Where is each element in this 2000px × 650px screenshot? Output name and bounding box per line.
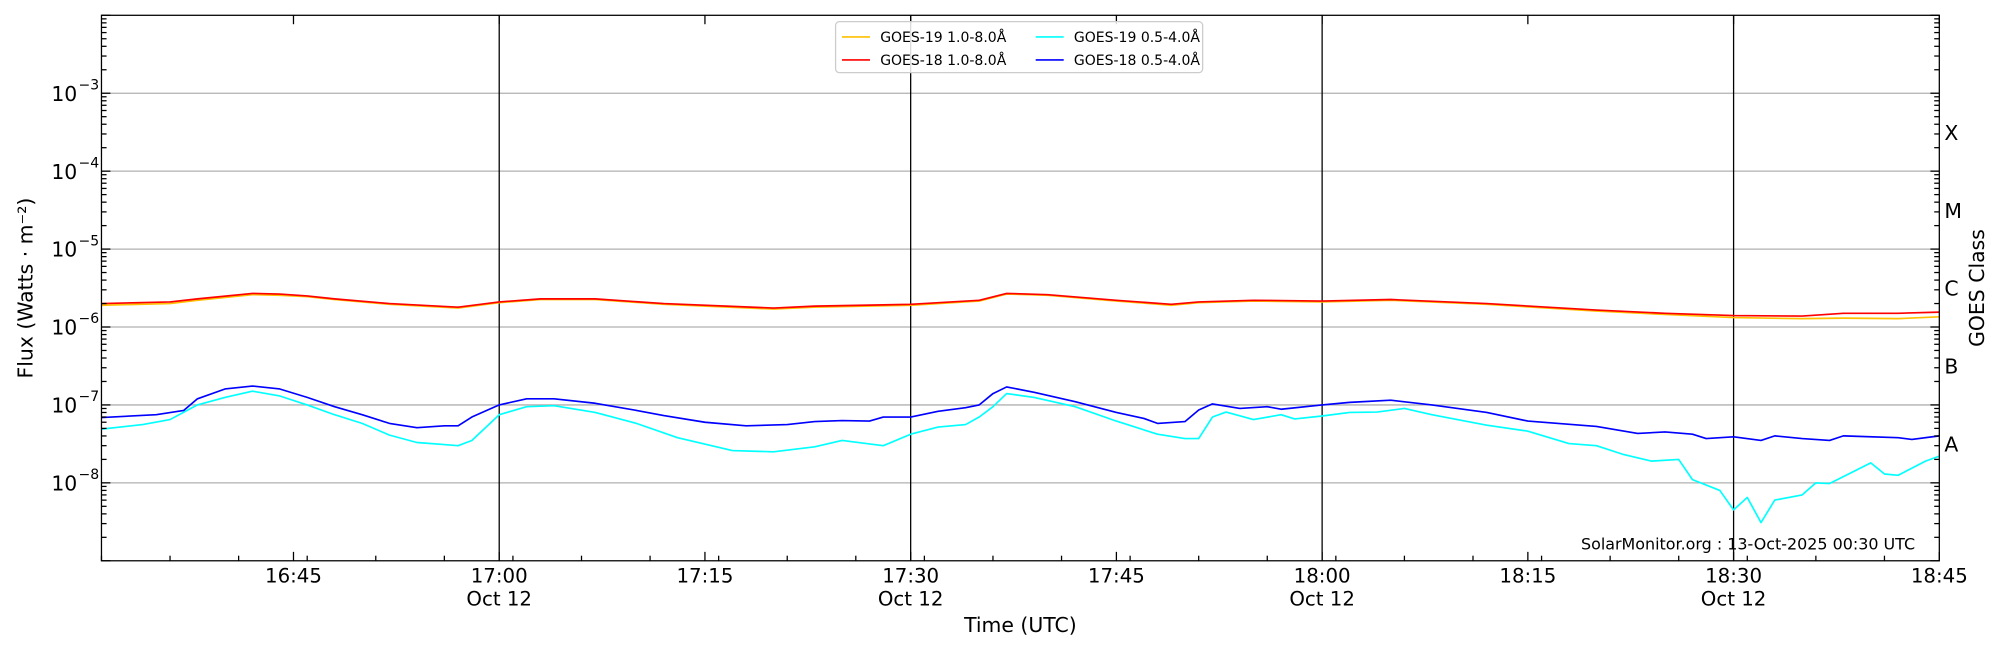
y-tick-label: 10 bbox=[51, 238, 77, 262]
y-tick-exponent: −4 bbox=[79, 155, 100, 171]
x-tick-label: 18:45 bbox=[1911, 564, 1968, 587]
y2-axis-label: GOES Class bbox=[1965, 229, 1989, 347]
legend-entry-label: GOES-18 1.0-8.0Å bbox=[880, 52, 1006, 69]
series-lines bbox=[101, 292, 1940, 524]
x-tick-label: 17:45 bbox=[1088, 564, 1145, 587]
y-axis-label: Flux (Watts · m⁻²) bbox=[14, 198, 38, 379]
y-axis-ticks: 10−310−410−510−610−710−8 bbox=[51, 14, 1940, 562]
x-tick-label: 18:30 bbox=[1705, 564, 1762, 587]
x-tick-date: Oct 12 bbox=[1701, 587, 1767, 610]
goes-class-label: B bbox=[1944, 355, 1958, 379]
legend-entry-label: GOES-19 1.0-8.0Å bbox=[880, 29, 1006, 46]
x-tick-label: 17:15 bbox=[676, 564, 733, 587]
y-tick-label: 10 bbox=[51, 160, 77, 184]
y-tick-exponent: −8 bbox=[79, 467, 100, 483]
series-line-1 bbox=[101, 292, 1940, 317]
legend-box bbox=[834, 21, 1204, 74]
goes-class-label: C bbox=[1944, 277, 1958, 301]
y-tick-exponent: −5 bbox=[79, 233, 100, 249]
y-tick-exponent: −3 bbox=[79, 77, 100, 93]
goes-class-label: M bbox=[1944, 199, 1962, 223]
legend: GOES-19 1.0-8.0Å GOES-18 1.0-8.0Å GOES-19 … bbox=[834, 21, 1204, 74]
source-annotation: SolarMonitor.org : 13-Oct-2025 00:30 UTC bbox=[1581, 534, 1915, 553]
y-tick-label: 10 bbox=[51, 316, 77, 340]
x-tick-label: 18:00 bbox=[1294, 564, 1351, 587]
y-tick-label: 10 bbox=[51, 82, 77, 106]
day-marker-lines bbox=[498, 15, 1735, 561]
legend-entry-label: GOES-18 0.5-4.0Å bbox=[1074, 52, 1200, 69]
x-tick-label: 16:45 bbox=[265, 564, 322, 587]
series-line-0 bbox=[101, 293, 1940, 320]
x-axis-label: Time (UTC) bbox=[963, 613, 1077, 637]
x-tick-date: Oct 12 bbox=[878, 587, 944, 610]
plot-frame bbox=[100, 14, 1940, 562]
legend-entry-label: GOES-19 0.5-4.0Å bbox=[1074, 29, 1200, 46]
x-tick-date: Oct 12 bbox=[466, 587, 532, 610]
grid-lines bbox=[101, 92, 1940, 484]
goes-class-labels: X M C B A bbox=[1944, 121, 1962, 457]
y-tick-exponent: −6 bbox=[79, 311, 100, 327]
y-tick-exponent: −7 bbox=[79, 389, 100, 405]
series-line-2 bbox=[101, 390, 1940, 524]
series-line-3 bbox=[101, 385, 1940, 442]
x-tick-label: 17:30 bbox=[882, 564, 939, 587]
y-tick-label: 10 bbox=[51, 394, 77, 418]
x-tick-label: 18:15 bbox=[1499, 564, 1556, 587]
goes-class-label: X bbox=[1944, 121, 1958, 145]
x-tick-label: 17:00 bbox=[471, 564, 528, 587]
x-tick-date: Oct 12 bbox=[1289, 587, 1355, 610]
goes-class-label: A bbox=[1944, 433, 1958, 457]
y-tick-label: 10 bbox=[51, 472, 77, 496]
